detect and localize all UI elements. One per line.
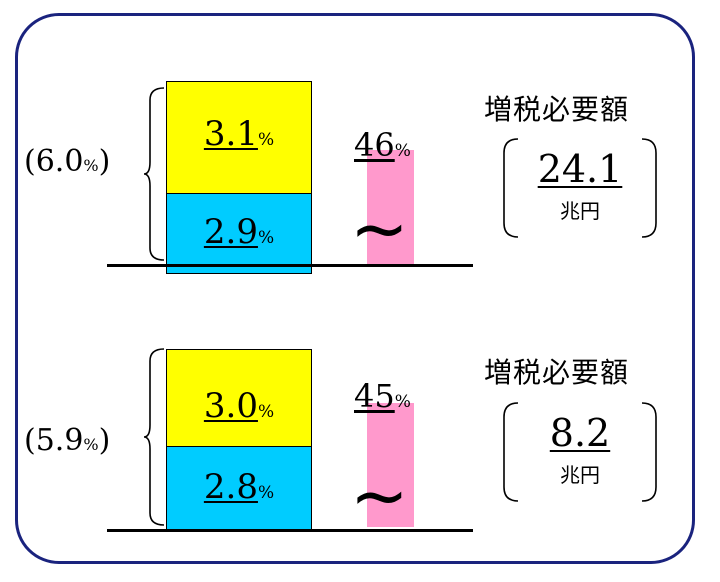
break-mark-icon: ~ [350,188,409,270]
baseline [107,529,473,532]
stack-segment-top: 3.1% [166,81,312,194]
stack-top-value: 3.0% [203,386,275,426]
rounded-frame [15,13,695,564]
tax-label: 増税必要額 [484,93,630,126]
left-brace-icon [143,87,165,261]
break-mark-icon: ~ [350,455,409,537]
amount-value: 8.2 [549,411,611,455]
amount-unit: 兆円 [560,199,600,223]
left-brace-icon [143,348,165,526]
amount-box: 24.1 兆円 [500,137,660,247]
amount-box: 8.2 兆円 [500,401,660,511]
stack-segment-top: 3.0% [166,349,312,447]
baseline [107,264,473,267]
pink-bar [367,403,414,527]
pink-bar-value: 45% [354,377,411,415]
amount-brackets-icon [503,402,657,502]
pink-bar-value: 46% [354,126,411,164]
panel-lower: (5.9%) 3.0% 2.8% 45% ~ 増税必要額 8.2 兆円 [0,335,720,575]
panel-upper: (6.0%) 3.1% 2.9% 46% ~ 増税必要額 24.1 兆円 [0,72,720,312]
stack-bottom-value: 2.8% [203,467,275,507]
amount-brackets-icon [503,138,657,238]
stack-bottom-value: 2.9% [203,212,275,252]
stack-segment-bottom: 2.9% [166,193,312,274]
tax-label: 増税必要額 [484,356,630,389]
pink-bar [367,150,414,266]
amount-value: 24.1 [537,147,623,191]
stack-top-value: 3.1% [203,114,275,154]
stack-segment-bottom: 2.8% [166,446,312,530]
total-rate: (5.9%) [24,423,111,458]
total-rate: (6.0%) [24,144,111,179]
amount-unit: 兆円 [560,463,600,487]
